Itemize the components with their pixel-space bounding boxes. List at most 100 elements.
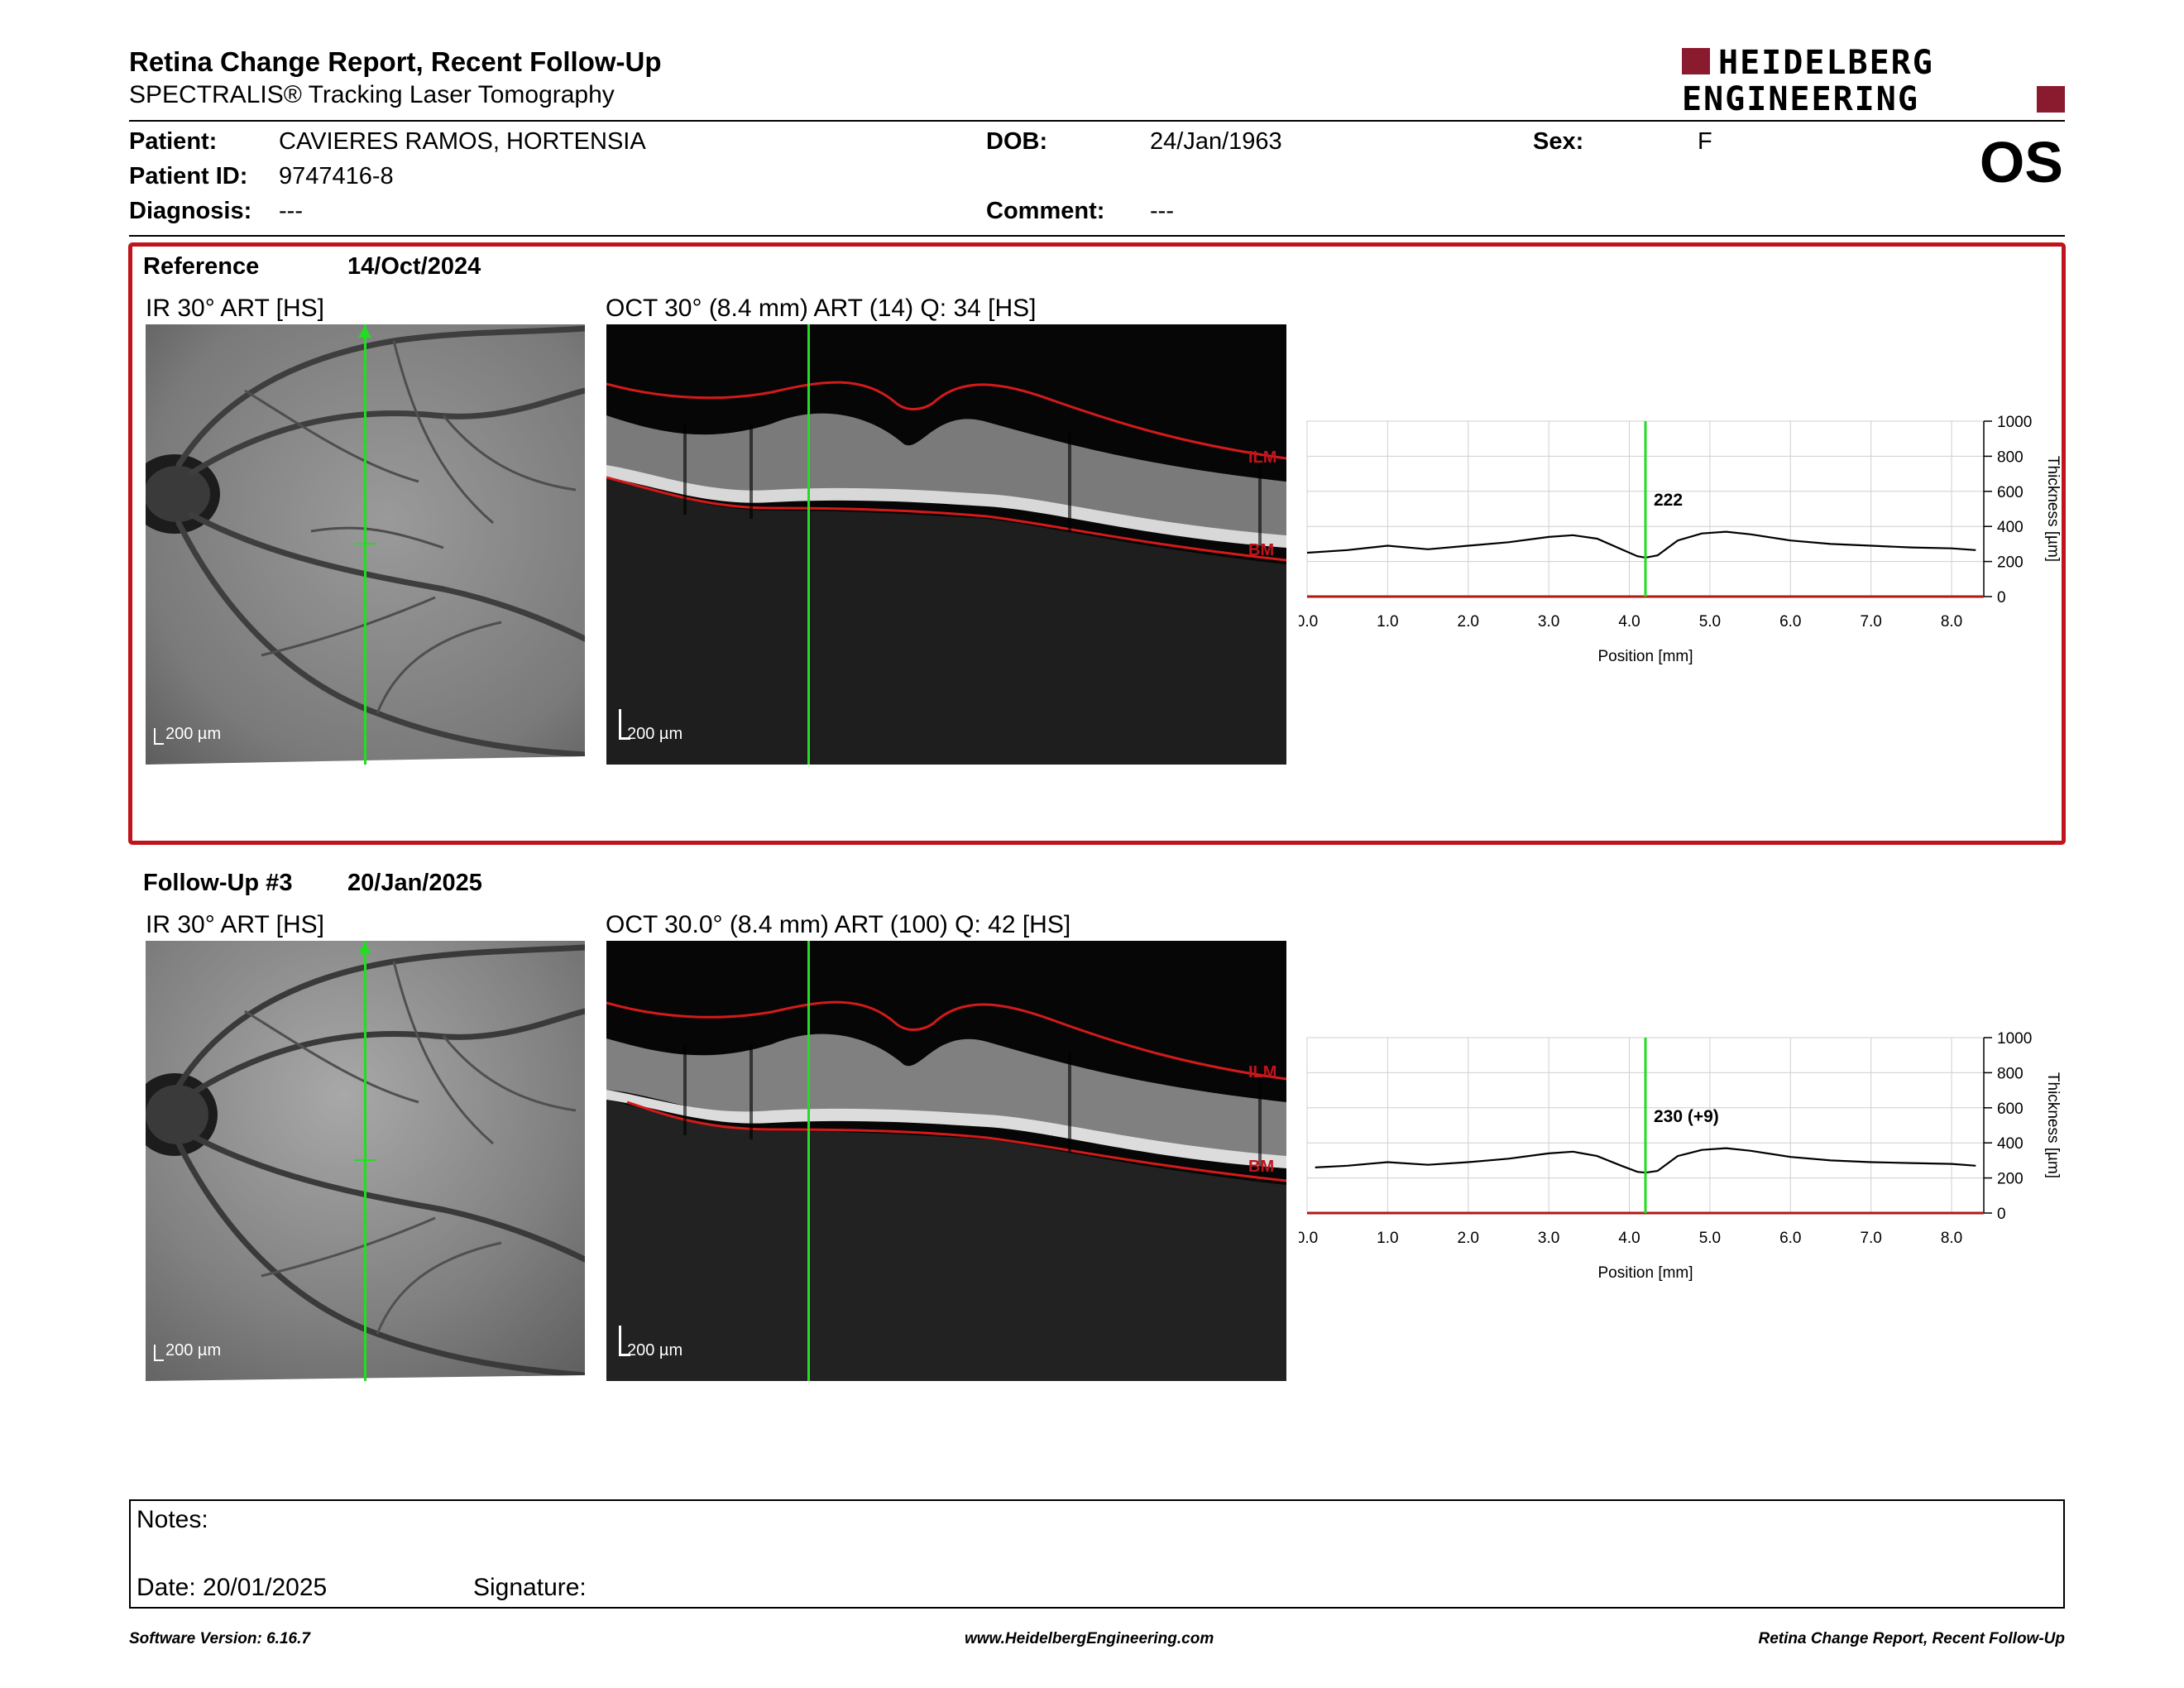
y-tick-label: 600 (1997, 484, 2024, 501)
y-tick-label: 400 (1997, 519, 2024, 536)
x-tick-label: 5.0 (1699, 613, 1721, 631)
footer-website-link[interactable]: www.HeidelbergEngineering.com (965, 1630, 1214, 1647)
sex-value: F (1698, 128, 1712, 155)
followup-oct-bscan-image[interactable]: ILM BM 200 µm (606, 941, 1286, 1381)
x-tick-label: 6.0 (1779, 1230, 1801, 1247)
followup-ilm-label: ILM (1248, 1063, 1277, 1081)
y-tick-label: 800 (1997, 448, 2024, 466)
header-divider (129, 120, 2065, 122)
followup-label: Follow-Up #3 (143, 870, 293, 896)
scale-bar-base (154, 1360, 164, 1361)
reference-ir-scale: 200 µm (165, 725, 222, 743)
y-axis-label: Thickness [µm] (2044, 456, 2062, 562)
y-tick-label: 1000 (1997, 414, 2032, 431)
notes-date: Date: 20/01/2025 (136, 1574, 328, 1601)
scan-direction-arrow-icon (358, 326, 371, 338)
reference-ir-title: IR 30° ART [HS] (146, 295, 324, 322)
x-tick-label: 1.0 (1377, 1230, 1398, 1247)
followup-ir-scan-line (364, 941, 366, 1381)
x-tick-label: 7.0 (1860, 613, 1881, 631)
reference-oct-bscan-image[interactable]: ILM BM 200 µm (606, 324, 1286, 765)
x-tick-label: 0.0 (1299, 1230, 1318, 1247)
patient-label: Patient: (129, 128, 218, 155)
patient-id-label: Patient ID: (129, 163, 248, 189)
y-tick-label: 1000 (1997, 1030, 2032, 1048)
report-title: Retina Change Report, Recent Follow-Up (129, 46, 662, 77)
reference-oct-scale: 200 µm (627, 725, 683, 743)
x-tick-label: 8.0 (1941, 613, 1962, 631)
followup-bm-label: BM (1248, 1158, 1275, 1176)
dob-value: 24/Jan/1963 (1150, 128, 1282, 155)
notes-box[interactable]: Notes: Date: 20/01/2025 Signature: (129, 1499, 2065, 1609)
logo-square-bottom (2037, 86, 2065, 113)
fovea-marker-icon (354, 1159, 376, 1161)
comment-label: Comment: (986, 198, 1105, 224)
y-tick-label: 400 (1997, 1135, 2024, 1153)
x-tick-label: 3.0 (1538, 613, 1559, 631)
x-tick-label: 4.0 (1618, 613, 1640, 631)
reference-ilm-label: ILM (1248, 448, 1277, 467)
reference-label: Reference (143, 253, 260, 280)
fovea-marker-icon (354, 543, 376, 544)
scale-bar-icon (619, 709, 621, 739)
reference-oct-scan-line (807, 324, 810, 765)
patient-name: CAVIERES RAMOS, HORTENSIA (279, 128, 646, 155)
x-tick-label: 2.0 (1458, 613, 1479, 631)
x-tick-label: 5.0 (1699, 1230, 1721, 1247)
followup-oct-scan-line (807, 941, 810, 1381)
scale-bar-base (619, 737, 630, 740)
scale-bar-base (619, 1354, 630, 1356)
notes-label: Notes: (136, 1506, 208, 1533)
cursor-value-label: 222 (1654, 491, 1683, 510)
scale-bar-base (154, 743, 164, 745)
followup-oct-scale: 200 µm (627, 1341, 683, 1360)
followup-ir-title: IR 30° ART [HS] (146, 911, 324, 938)
x-tick-label: 2.0 (1458, 1230, 1479, 1247)
y-tick-label: 800 (1997, 1065, 2024, 1082)
scale-bar-icon (619, 1326, 621, 1355)
footer-software-version: Software Version: 6.16.7 (129, 1630, 310, 1647)
diagnosis-value: --- (279, 198, 303, 224)
reference-thickness-chart: 0.0 1.0 2.0 3.0 4.0 5.0 6.0 7.0 8.0 0 200 400 600 800… (1299, 414, 2062, 665)
x-tick-label: 8.0 (1941, 1230, 1962, 1247)
followup-thickness-chart: 0.0 1.0 2.0 3.0 4.0 5.0 6.0 7.0 8.0 0 200 400 600 800… (1299, 1030, 2062, 1282)
reference-ir-fundus-image[interactable]: 200 µm (146, 324, 585, 765)
patient-id: 9747416-8 (279, 163, 394, 189)
reference-frame (128, 242, 2066, 845)
scan-direction-arrow-icon (358, 942, 371, 954)
sex-label: Sex: (1533, 128, 1584, 155)
logo-square-top (1682, 48, 1710, 74)
report-subtitle: SPECTRALIS® Tracking Laser Tomography (129, 81, 615, 108)
y-tick-label: 0 (1997, 1206, 2006, 1223)
followup-oct-title: OCT 30.0° (8.4 mm) ART (100) Q: 42 [HS] (606, 911, 1071, 938)
diagnosis-label: Diagnosis: (129, 198, 252, 224)
patient-divider (129, 235, 2065, 237)
y-tick-label: 200 (1997, 554, 2024, 572)
cursor-value-label: 230 (+9) (1654, 1107, 1719, 1126)
x-tick-label: 0.0 (1299, 613, 1318, 631)
signature-label: Signature: (473, 1574, 587, 1601)
y-tick-label: 200 (1997, 1171, 2024, 1188)
comment-value: --- (1150, 198, 1174, 224)
x-tick-label: 3.0 (1538, 1230, 1559, 1247)
reference-date: 14/Oct/2024 (347, 253, 481, 280)
followup-ir-scale: 200 µm (165, 1341, 222, 1360)
footer-report-name: Retina Change Report, Recent Follow-Up (1758, 1630, 2065, 1647)
logo-line1: HEIDELBERG (1718, 44, 1934, 82)
reference-bm-label: BM (1248, 541, 1275, 559)
scale-bar-icon (154, 728, 156, 745)
y-axis-label: Thickness [µm] (2044, 1072, 2062, 1178)
logo-line2: ENGINEERING (1682, 80, 1919, 118)
y-tick-label: 0 (1997, 589, 2006, 607)
x-tick-label: 4.0 (1618, 1230, 1640, 1247)
y-tick-label: 600 (1997, 1101, 2024, 1118)
x-axis-label: Position [mm] (1597, 1264, 1693, 1282)
reference-oct-title: OCT 30° (8.4 mm) ART (14) Q: 34 [HS] (606, 295, 1037, 322)
eye-indicator: OS (1979, 130, 2063, 194)
x-tick-label: 7.0 (1860, 1230, 1881, 1247)
followup-ir-fundus-image[interactable]: 200 µm (146, 941, 585, 1381)
x-axis-label: Position [mm] (1597, 648, 1693, 665)
x-tick-label: 6.0 (1779, 613, 1801, 631)
dob-label: DOB: (986, 128, 1048, 155)
heidelberg-logo: HEIDELBERG ENGINEERING (1682, 46, 2065, 116)
